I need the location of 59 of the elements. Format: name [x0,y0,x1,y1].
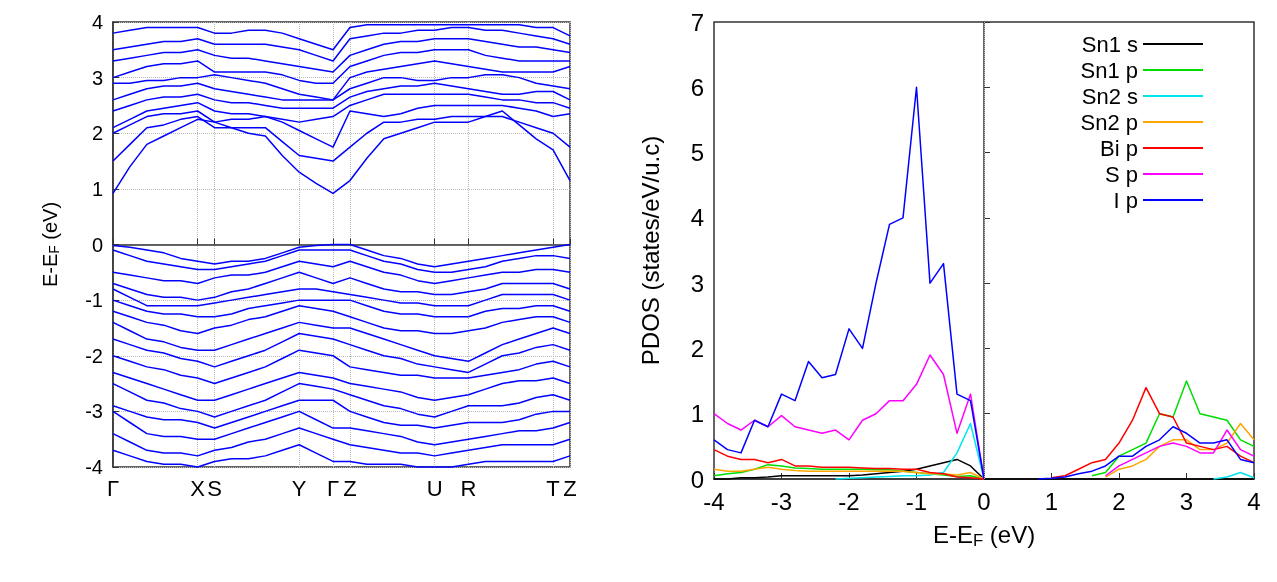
line-series [112,26,571,62]
line-series [112,271,571,301]
x-tick-label: 1 [1044,487,1059,515]
x-tick-label: Γ [326,475,340,501]
x-tick-label: S [207,475,222,501]
line-series [112,304,571,335]
legend-label: Sn2 s [1081,83,1138,109]
line-series [112,371,571,401]
line-series [112,399,571,429]
line-series [112,288,571,307]
y-tick-label: 3 [91,66,103,89]
line-series [112,410,571,446]
legend-label: S p [1104,161,1138,187]
x-tick-label: Γ [106,475,120,501]
line-series [112,299,571,318]
y-tick-label: -1 [85,289,103,312]
line-series [112,321,571,363]
y-tick-label: -3 [85,400,103,423]
x-tick-label: 4 [1247,487,1261,515]
x-tick-label: X [190,475,206,501]
y-tick-label: 2 [91,122,103,145]
x-tick-label: T [546,475,560,501]
line-series [112,349,571,385]
legend-label: Sn1 p [1080,57,1138,83]
x-tick-label: -2 [838,487,860,515]
y-tick-label: 5 [690,139,704,167]
x-tick-label: R [460,475,477,501]
y-tick-label: 0 [91,233,103,256]
legend-label: Sn1 s [1081,31,1138,57]
y-tick-label: 6 [690,73,704,101]
x-tick-label: 3 [1179,487,1194,515]
line-series [112,260,571,285]
line-series [112,382,571,418]
legend-label: Sn2 p [1080,109,1138,135]
y-axis-title: PDOS (states/eV/u.c) [636,135,664,366]
y-axis-title: E-EF (eV) [38,201,62,288]
x-tick-label: Y [291,475,307,501]
x-tick-label: -1 [905,487,928,515]
x-tick-label: 0 [977,487,991,515]
y-tick-label: 4 [690,204,704,232]
x-tick-label: Z [563,475,577,501]
y-tick-label: -4 [85,456,103,478]
line-series [112,37,571,73]
line-series [112,427,571,457]
x-tick-label: 2 [1112,487,1126,515]
x-tick-label: -3 [770,487,793,515]
y-tick-label: -2 [85,344,103,367]
legend-label: I p [1113,187,1138,213]
line-series [112,332,571,374]
y-tick-label: 2 [690,334,704,362]
y-tick-label: 4 [91,11,103,33]
y-tick-label: 1 [690,400,704,428]
y-tick-label: 7 [690,8,704,36]
legend-label: Bi p [1100,135,1138,161]
y-tick-label: 1 [91,177,103,200]
y-tick-label: 3 [690,269,704,297]
x-tick-label: Z [343,475,357,501]
x-tick-label: U [426,475,443,501]
line-series [713,458,1255,480]
